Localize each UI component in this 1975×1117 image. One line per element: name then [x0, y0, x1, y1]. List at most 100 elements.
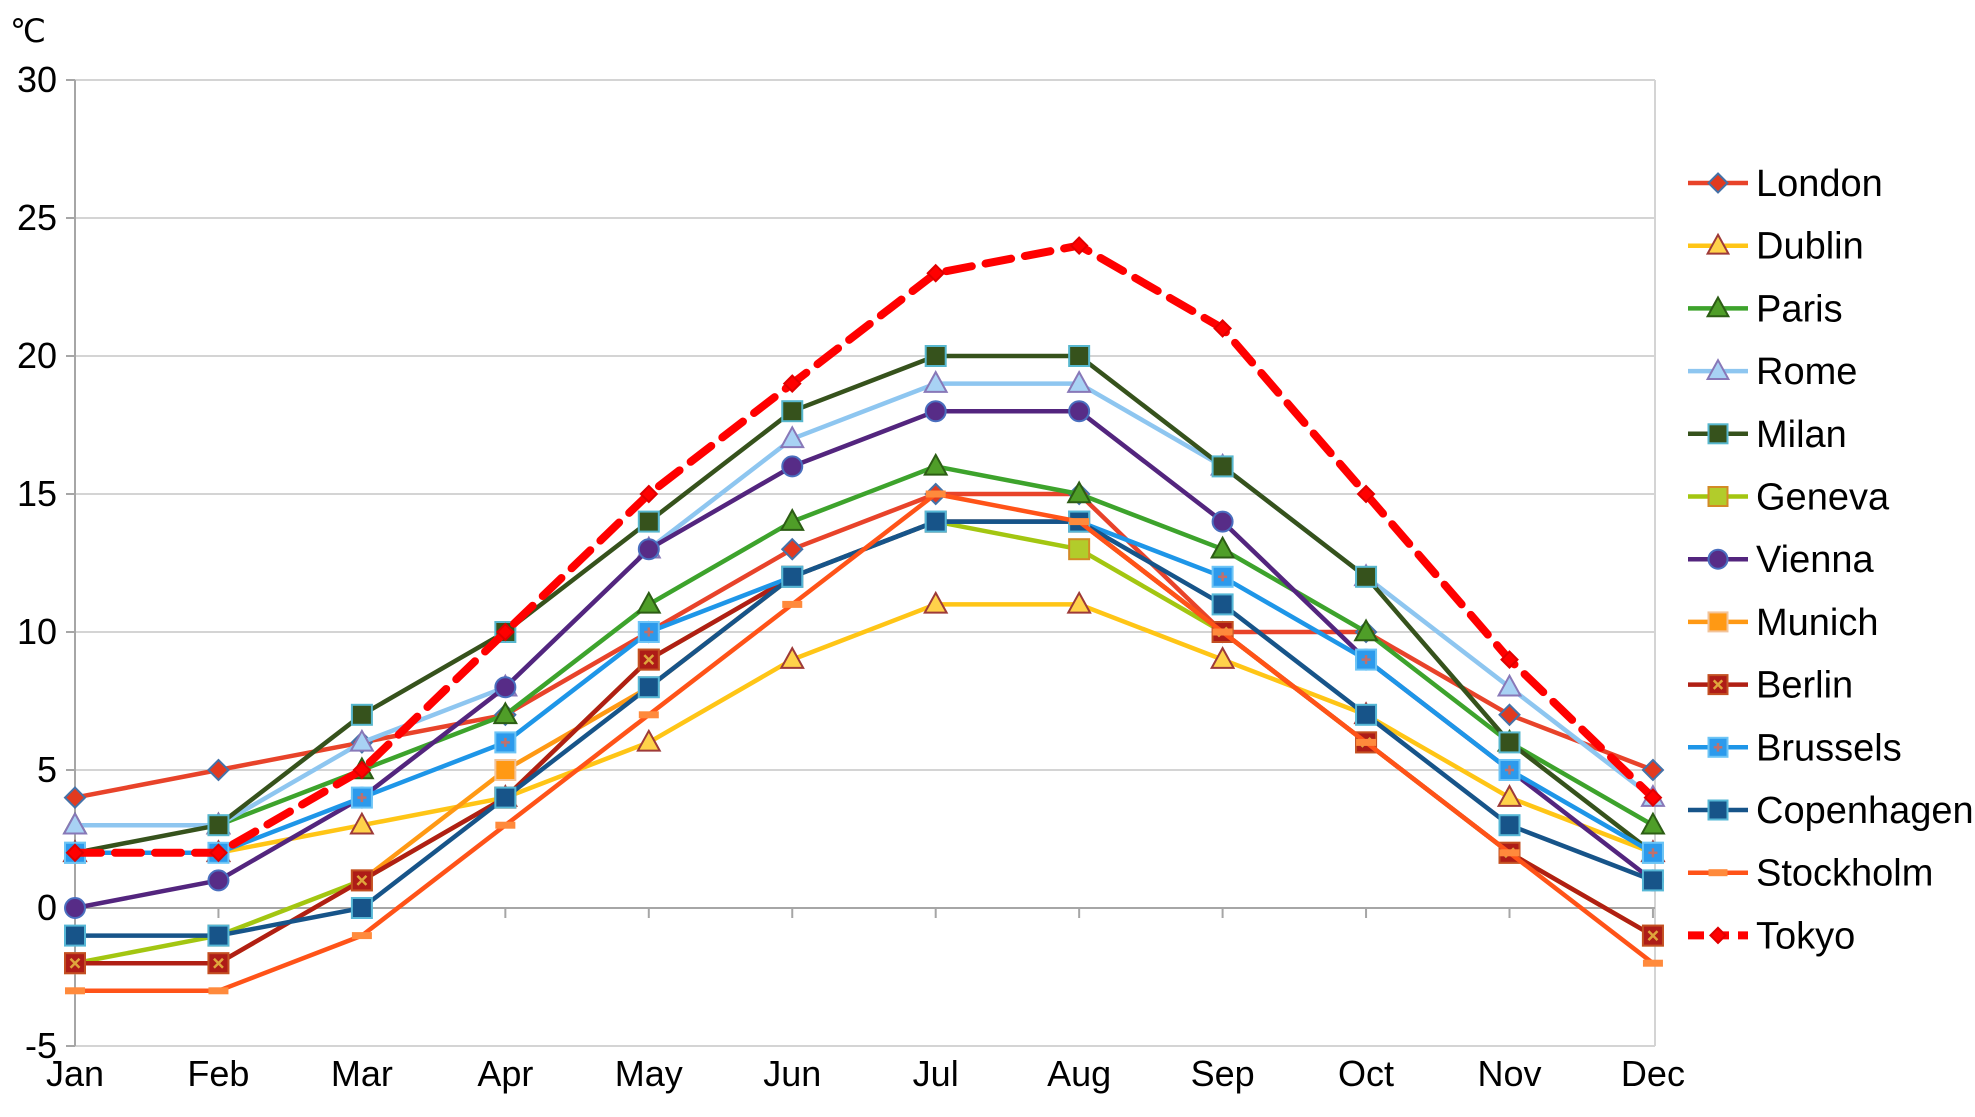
rome-marker [779, 425, 805, 449]
rome-marker [923, 370, 949, 393]
stockholm-marker [925, 490, 946, 498]
copenhagen-marker [64, 924, 86, 947]
paris-marker [1209, 535, 1236, 559]
tokyo-marker [65, 843, 85, 863]
legend-label-brussels: Brussels [1756, 727, 1902, 769]
paris-marker [923, 452, 949, 476]
x-axis-labels: Jan Feb Mar Apr May Jun Jul Aug Sep Oct Nov Dec [46, 1053, 1685, 1094]
milan-marker [1707, 423, 1729, 445]
x-axis-label-aug: Aug [1047, 1053, 1111, 1094]
london-marker [1641, 758, 1665, 782]
legend-item-munich: Munich [1688, 602, 1879, 644]
x-axis-label-apr: Apr [477, 1053, 533, 1094]
rome-marker [1705, 358, 1731, 380]
milan-marker [350, 703, 373, 726]
milan-marker [781, 400, 804, 423]
dublin-marker [636, 728, 662, 752]
stockholm-line [72, 491, 1656, 994]
y-axis-label-15: 15 [17, 473, 57, 514]
x-axis-label-jul: Jul [913, 1053, 959, 1094]
london-marker [780, 537, 804, 561]
paris-marker [1705, 295, 1731, 318]
rome-marker [349, 728, 375, 752]
tokyo-marker [782, 374, 802, 394]
vienna-marker [637, 538, 660, 561]
tokyo-marker [495, 622, 515, 642]
legend-item-milan: Milan [1688, 414, 1847, 456]
vienna-marker [207, 869, 230, 892]
tokyo-marker [1708, 926, 1728, 945]
copenhagen-marker [1641, 869, 1664, 892]
x-axis-label-may: May [615, 1053, 683, 1094]
legend-label-geneva: Geneva [1756, 477, 1890, 519]
legend: London Dublin Paris Rome Milan Geneva Vienna Mu… [1688, 163, 1974, 957]
tokyo-marker [926, 263, 946, 283]
rome-marker [62, 811, 88, 835]
vienna-marker [1068, 400, 1091, 423]
x-axis-label-mar: Mar [331, 1053, 393, 1094]
y-axis-label-0: 0 [37, 887, 57, 928]
vienna-marker [494, 676, 517, 699]
milan-marker [924, 345, 947, 367]
paris-marker [636, 590, 662, 614]
legend-label-vienna: Vienna [1756, 539, 1875, 581]
tokyo-marker [209, 843, 228, 863]
legend-item-stockholm: Stockholm [1688, 853, 1933, 895]
dublin-marker [1705, 232, 1731, 255]
tokyo-marker [1500, 650, 1519, 670]
vienna-marker [924, 400, 947, 423]
legend-item-geneva: Geneva [1688, 477, 1890, 519]
dublin-marker [1209, 646, 1236, 669]
milan-marker [637, 510, 660, 533]
stockholm-marker [1642, 959, 1663, 967]
vienna-marker [781, 455, 804, 478]
legend-item-london: London [1688, 163, 1883, 205]
copenhagen-marker [494, 786, 517, 809]
london-marker [63, 786, 87, 810]
stockholm-marker [351, 932, 372, 940]
stockholm-marker [1069, 518, 1090, 526]
series-geneva [64, 510, 1664, 975]
series-rome [62, 370, 1666, 835]
series-tokyo [65, 236, 1663, 863]
y-axis-labels: 30 25 20 15 10 5 0 -5 [17, 59, 57, 1066]
stockholm-marker [782, 600, 803, 608]
y-axis-label-20: 20 [17, 335, 57, 376]
london-marker [1498, 703, 1521, 727]
legend-label-copenhagen: Copenhagen [1756, 790, 1974, 832]
legend-item-rome: Rome [1688, 351, 1857, 393]
paris-marker [492, 701, 518, 725]
copenhagen-line [72, 519, 1656, 938]
legend-item-dublin: Dublin [1688, 226, 1864, 268]
copenhagen-marker [637, 676, 660, 699]
paris-marker [779, 508, 805, 531]
vienna-marker [64, 897, 86, 919]
legend-label-tokyo: Tokyo [1756, 915, 1855, 957]
rome-marker [1066, 370, 1092, 393]
legend-item-vienna: Vienna [1688, 539, 1875, 581]
legend-label-dublin: Dublin [1756, 226, 1864, 268]
copenhagen-marker [781, 565, 804, 588]
paris-marker [1353, 618, 1379, 642]
stockholm-marker [638, 711, 659, 719]
legend-label-berlin: Berlin [1756, 665, 1853, 707]
series-stockholm [65, 490, 1663, 995]
x-axis-label-sep: Sep [1191, 1053, 1255, 1094]
rome-line [72, 381, 1656, 828]
legend-item-berlin: Berlin [1688, 665, 1853, 707]
stockholm-marker [495, 821, 516, 829]
x-axis-label-feb: Feb [187, 1053, 249, 1094]
x-axis-label-dec: Dec [1621, 1053, 1685, 1094]
series-vienna [64, 400, 1664, 919]
paris-marker [1640, 811, 1666, 835]
tokyo-marker [352, 760, 372, 780]
dublin-marker [923, 590, 949, 614]
x-axis-label-nov: Nov [1477, 1053, 1541, 1094]
dublin-marker [779, 646, 805, 669]
london-marker [207, 758, 230, 782]
milan-marker [1068, 345, 1091, 367]
tokyo-marker [1069, 236, 1089, 256]
y-axis-label-5: 5 [37, 749, 57, 790]
legend-item-copenhagen: Copenhagen [1688, 790, 1974, 832]
